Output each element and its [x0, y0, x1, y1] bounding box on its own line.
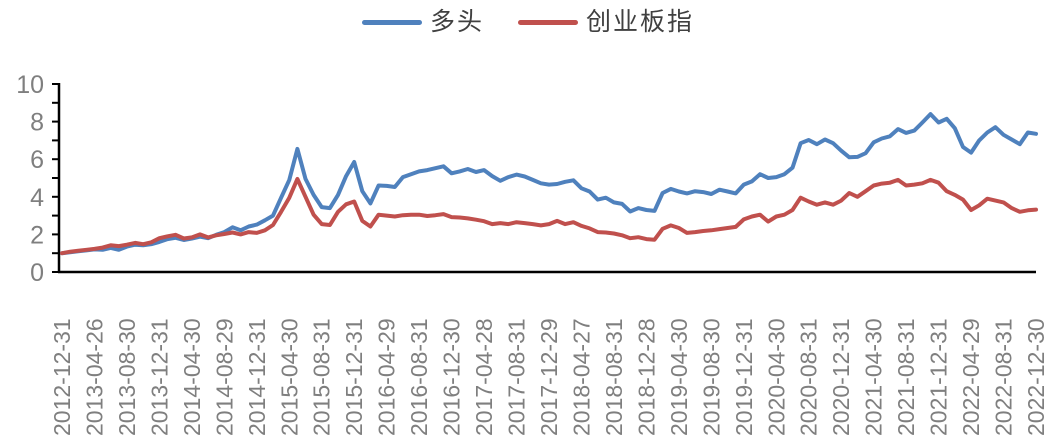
x-tick-label: 2016-08-31 [406, 318, 432, 436]
series-line-chuangyebanzhi [60, 176, 1038, 256]
x-tick-label: 2021-08-31 [893, 318, 919, 436]
x-tick-label: 2020-08-31 [796, 318, 822, 436]
x-tick-label: 2012-12-31 [49, 318, 75, 436]
x-tick-label: 2015-12-31 [341, 318, 367, 436]
y-tick-label: 6 [30, 146, 44, 174]
x-tick-label: 2020-04-30 [763, 318, 789, 436]
x-tick-label: 2014-04-30 [179, 318, 205, 436]
x-tick-label: 2016-12-30 [439, 318, 465, 436]
x-tick-label: 2018-12-28 [633, 318, 659, 436]
x-tick-label: 2020-12-31 [828, 318, 854, 436]
x-tick-label: 2018-08-31 [601, 318, 627, 436]
x-tick-label: 2014-12-31 [244, 318, 270, 436]
legend-item-duotou: 多头 [361, 9, 484, 36]
y-tick-label: 10 [16, 71, 44, 99]
x-tick-label: 2015-04-30 [276, 318, 302, 436]
x-tick-label: 2019-12-31 [731, 318, 757, 436]
x-tick-label: 2013-04-26 [81, 318, 107, 436]
x-tick-label: 2016-04-29 [374, 318, 400, 436]
x-tick-label: 2019-08-30 [698, 318, 724, 436]
y-tick-label: 4 [30, 184, 44, 212]
x-tick-label: 2021-12-31 [926, 318, 952, 436]
y-tick-label: 2 [30, 221, 44, 249]
x-tick-label: 2013-12-31 [146, 318, 172, 436]
x-tick-label: 2013-08-30 [114, 318, 140, 436]
x-tick-label: 2022-12-30 [1023, 318, 1049, 436]
chart-legend: 多头 创业板指 [0, 10, 1056, 35]
x-tick-label: 2022-04-29 [958, 318, 984, 436]
legend-label-chuangyebanzhi: 创业板指 [586, 9, 695, 36]
legend-item-chuangyebanzhi: 创业板指 [518, 10, 694, 35]
x-tick-label: 2015-08-31 [309, 318, 335, 436]
x-tick-label: 2017-12-29 [536, 318, 562, 436]
x-tick-label: 2018-04-27 [568, 318, 594, 436]
x-tick-label: 2017-08-31 [504, 318, 530, 436]
y-tick-label: 0 [30, 259, 44, 287]
x-tick-label: 2022-08-31 [991, 318, 1017, 436]
x-tick-label: 2019-04-30 [666, 318, 692, 436]
legend-line-swatch-blue [361, 20, 422, 25]
x-tick-label: 2017-04-28 [471, 318, 497, 436]
x-tick-label: 2014-08-29 [211, 318, 237, 436]
y-tick-label: 8 [30, 109, 44, 137]
legend-line-swatch-red [518, 20, 578, 25]
x-tick-label: 2021-04-30 [861, 318, 887, 436]
legend-label-duotou: 多头 [429, 9, 484, 36]
